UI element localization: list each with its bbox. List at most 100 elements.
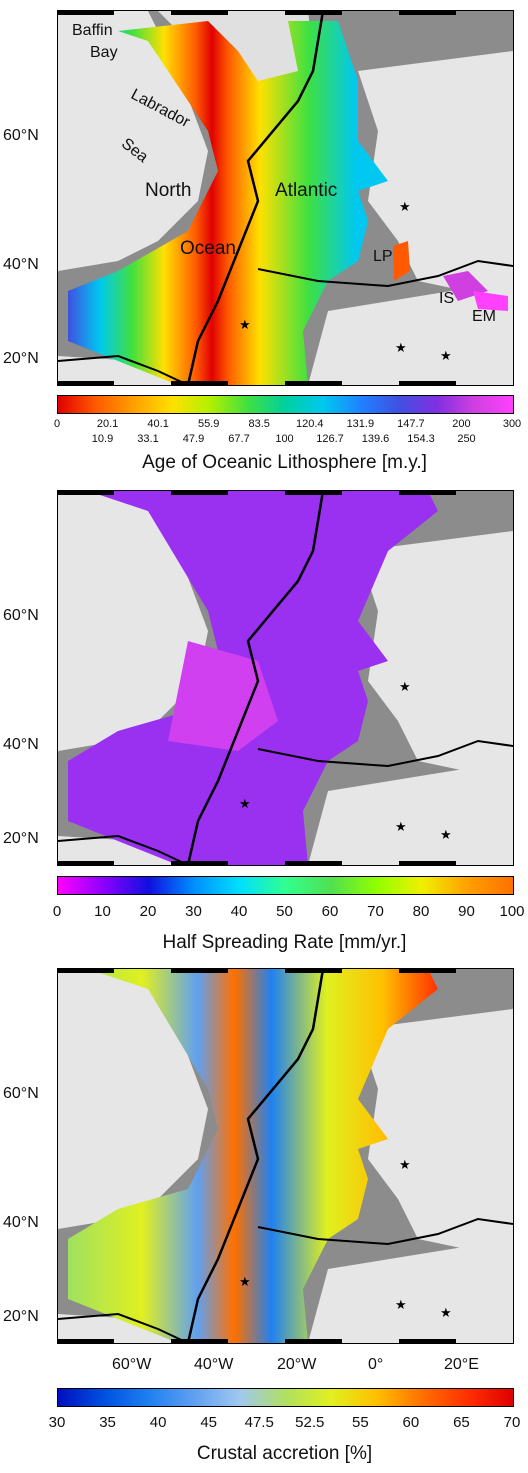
colorbar-tick-label: 131.9 (346, 418, 375, 430)
colorbar-tick-label: 80 (412, 903, 430, 920)
land-europe (358, 1009, 513, 1259)
colorbar-tick-label: 10 (94, 903, 111, 920)
plate-boundary-caribbean (58, 354, 189, 385)
colorbar-age (57, 395, 514, 414)
colorbar-tick-label: 10.9 (91, 433, 114, 445)
star-icon: ★ (239, 317, 251, 332)
colorbar-tick-label: 55 (351, 1414, 369, 1431)
label-north: North (145, 180, 192, 201)
colorbar-tick-label: 70 (367, 903, 384, 920)
land-north-america (58, 491, 208, 751)
mid-atlantic-ridge (186, 491, 325, 865)
lat-label-20: 20°N (3, 350, 39, 367)
colorbar-tick-label: 100 (275, 433, 294, 445)
colorbar-tick-label: 50 (276, 903, 293, 920)
map-frame-tick (285, 490, 342, 495)
colorbar-tick-label: 90 (458, 903, 475, 920)
map-frame-tick (285, 861, 342, 866)
star-icon: ★ (395, 819, 407, 834)
map-age (57, 10, 514, 386)
map-frame-tick (285, 968, 342, 973)
label-bay: Bay (90, 44, 118, 61)
colorbar-rate-title: Half Spreading Rate [mm/yr.] (162, 932, 407, 953)
colorbar-age-title: Age of Oceanic Lithosphere [m.y.] (142, 452, 427, 473)
map-frame-tick (399, 968, 456, 973)
plate-boundary-caribbean (58, 834, 189, 865)
lat-label-60: 60°N (3, 607, 39, 624)
colorbar-tick-label: 83.5 (248, 418, 270, 430)
label-is: IS (439, 290, 455, 307)
star-icon: ★ (440, 1305, 452, 1320)
lon-label-20w: 20°W (277, 1356, 317, 1373)
colorbar-tick-label: 47.5 (244, 1414, 274, 1431)
ocean-crust-accretion (68, 969, 438, 1343)
colorbar-tick-label: 65 (453, 1414, 470, 1431)
map-accretion-svg (58, 969, 513, 1343)
land-north-america (58, 969, 208, 1229)
label-lp: LP (373, 248, 393, 265)
land-africa (308, 281, 513, 385)
colorbar-tick-label: 30 (48, 1414, 66, 1431)
colorbar-tick-label: 40 (149, 1414, 167, 1431)
star-icon: ★ (239, 1274, 251, 1289)
map-rate-svg (58, 491, 513, 865)
colorbar-tick-label: 40 (230, 903, 248, 920)
colorbar-tick-label: 0 (52, 903, 62, 920)
colorbar-tick-label: 67.7 (228, 433, 250, 445)
map-frame-tick (171, 381, 228, 386)
lon-label-20e: 20°E (444, 1356, 479, 1373)
star-icon: ★ (399, 679, 411, 694)
med-patch-lp (393, 241, 410, 281)
map-frame-tick (57, 10, 114, 15)
star-icon: ★ (239, 796, 251, 811)
plate-boundary-azores-gibraltar (257, 739, 513, 768)
lon-label-60w: 60°W (112, 1356, 152, 1373)
map-frame-tick (171, 1339, 228, 1344)
mid-atlantic-ridge (186, 11, 325, 385)
colorbar-tick-label: 126.7 (316, 433, 344, 445)
map-frame-tick (57, 490, 114, 495)
map-frame-tick (285, 1339, 342, 1344)
colorbar-tick-label: 120.4 (296, 418, 324, 430)
colorbar-tick-label: 33.1 (137, 433, 159, 445)
star-icon: ★ (395, 1297, 407, 1312)
star-icon: ★ (399, 199, 411, 214)
colorbar-tick-label: 139.6 (361, 433, 390, 445)
star-icon: ★ (395, 340, 407, 355)
lat-label-40: 40°N (3, 1214, 39, 1231)
colorbar-tick-label: 154.3 (407, 433, 435, 445)
plate-boundary-caribbean (58, 1312, 189, 1343)
lat-label-40: 40°N (3, 736, 39, 753)
map-frame-tick (171, 968, 228, 973)
label-atlantic: Atlantic (275, 180, 338, 201)
label-baffin: Baffin (72, 22, 113, 39)
map-frame-tick (171, 861, 228, 866)
colorbar-tick-label: 47.9 (182, 433, 205, 445)
colorbar-tick-label: 200 (452, 418, 471, 430)
map-rate (57, 490, 514, 866)
colorbar-accretion (57, 1388, 514, 1407)
map-frame-tick (57, 381, 114, 386)
map-accretion (57, 968, 514, 1344)
map-frame-tick (57, 968, 114, 973)
lat-label-20: 20°N (3, 1308, 39, 1325)
map-frame-tick (399, 381, 456, 386)
colorbar-tick-label: 20.1 (96, 418, 119, 430)
star-icon: ★ (399, 1157, 411, 1172)
map-frame-tick (57, 1339, 114, 1344)
mid-atlantic-ridge (186, 969, 325, 1343)
land-south-america (58, 1314, 178, 1343)
map-frame-tick (399, 1339, 456, 1344)
label-em: EM (472, 308, 496, 325)
ocean-crust-age (68, 21, 388, 385)
colorbar-tick-label: 250 (457, 433, 476, 445)
map-frame-tick (399, 10, 456, 15)
colorbar-tick-label: 60 (402, 1414, 420, 1431)
star-icon: ★ (440, 348, 452, 363)
lat-label-60: 60°N (3, 1085, 39, 1102)
colorbar-tick-label: 0 (53, 418, 61, 430)
plate-boundary-azores-gibraltar (257, 259, 513, 288)
colorbar-tick-label: 35 (99, 1414, 116, 1431)
lat-label-60: 60°N (3, 127, 39, 144)
colorbar-tick-label: 30 (185, 903, 202, 920)
